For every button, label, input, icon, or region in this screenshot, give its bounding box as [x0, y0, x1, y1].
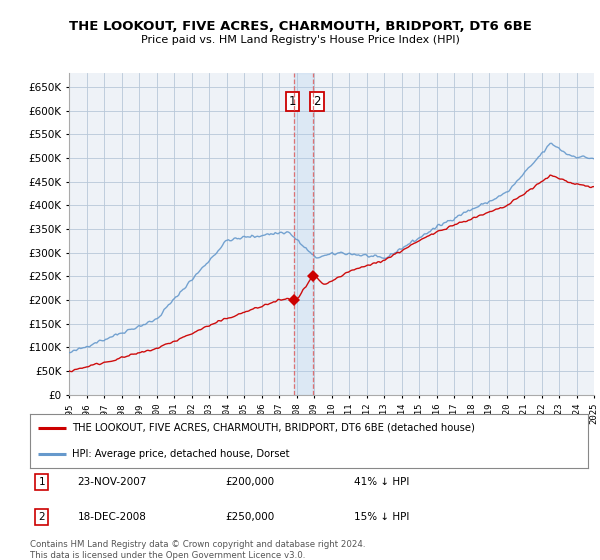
Text: 41% ↓ HPI: 41% ↓ HPI: [353, 477, 409, 487]
Bar: [295, 73, 313, 395]
Text: £200,000: £200,000: [226, 477, 274, 487]
Text: 18-DEC-2008: 18-DEC-2008: [77, 512, 146, 522]
Text: £250,000: £250,000: [226, 512, 275, 522]
Text: 15% ↓ HPI: 15% ↓ HPI: [353, 512, 409, 522]
Text: 2: 2: [313, 95, 321, 108]
Text: Contains HM Land Registry data © Crown copyright and database right 2024.
This d: Contains HM Land Registry data © Crown c…: [30, 540, 365, 560]
Text: Price paid vs. HM Land Registry's House Price Index (HPI): Price paid vs. HM Land Registry's House …: [140, 35, 460, 45]
Text: 1: 1: [289, 95, 296, 108]
Text: HPI: Average price, detached house, Dorset: HPI: Average price, detached house, Dors…: [72, 449, 289, 459]
Text: THE LOOKOUT, FIVE ACRES, CHARMOUTH, BRIDPORT, DT6 6BE: THE LOOKOUT, FIVE ACRES, CHARMOUTH, BRID…: [68, 20, 532, 32]
Text: 23-NOV-2007: 23-NOV-2007: [77, 477, 147, 487]
Text: 1: 1: [38, 477, 45, 487]
Text: THE LOOKOUT, FIVE ACRES, CHARMOUTH, BRIDPORT, DT6 6BE (detached house): THE LOOKOUT, FIVE ACRES, CHARMOUTH, BRID…: [72, 423, 475, 433]
Text: 2: 2: [38, 512, 45, 522]
